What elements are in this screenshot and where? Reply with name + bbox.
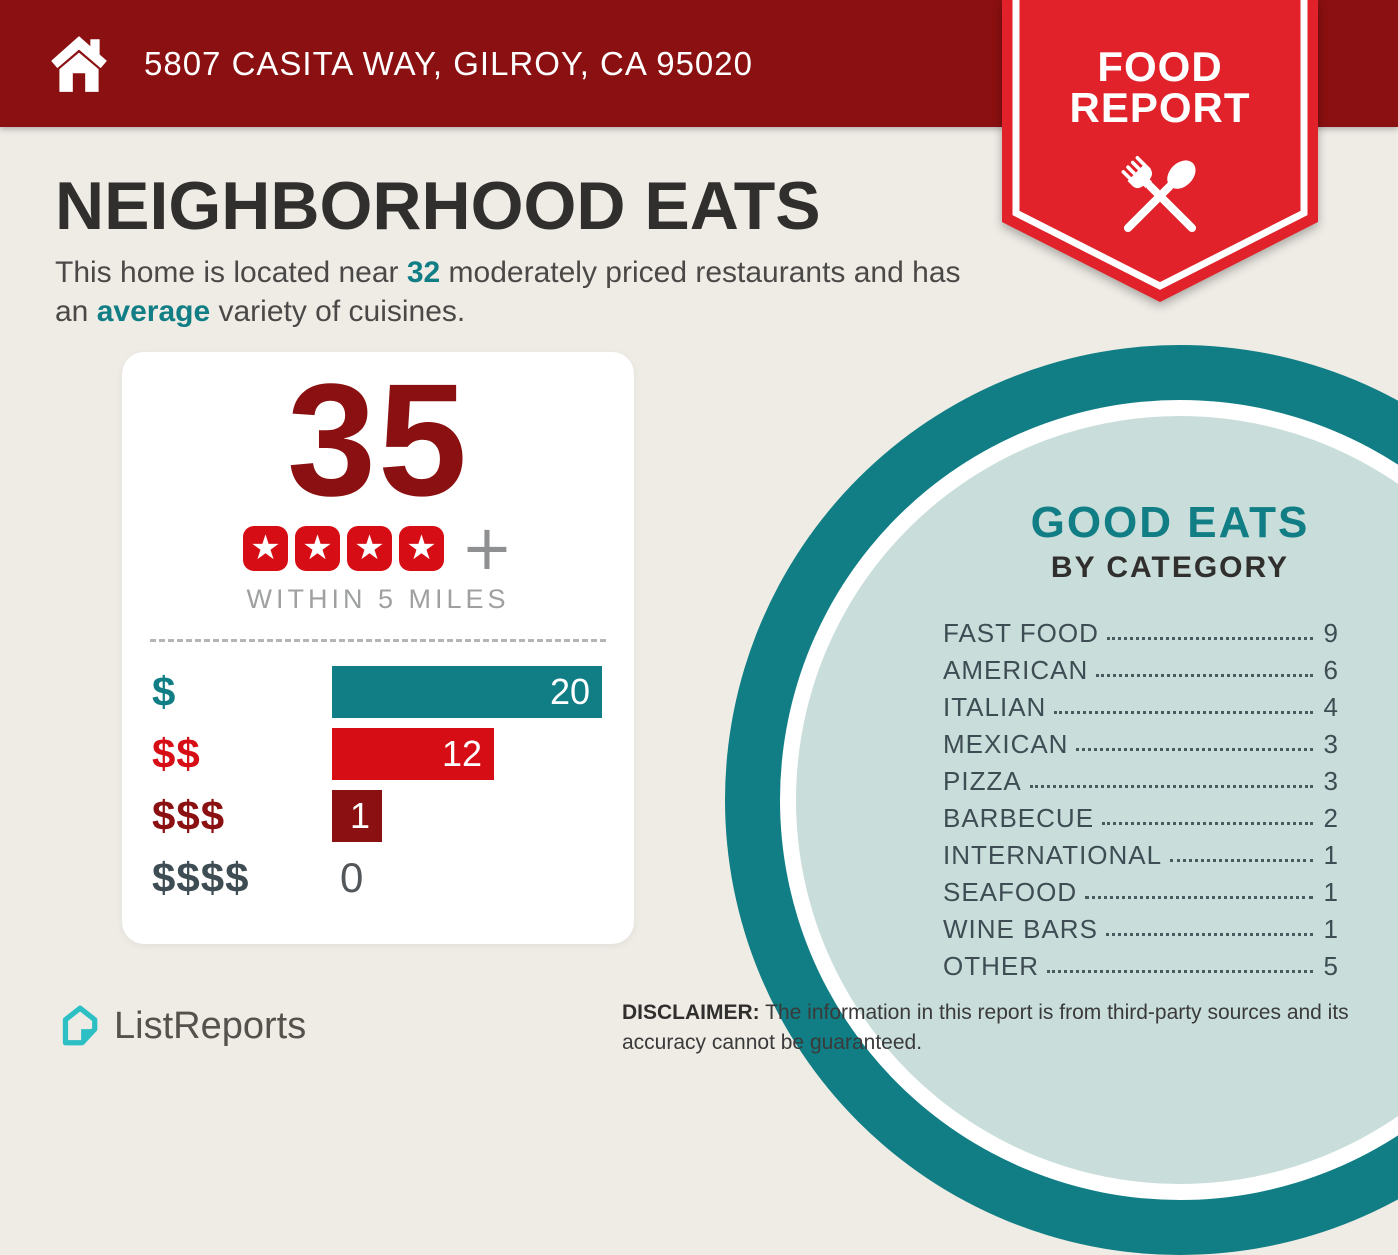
price-tier-label: $$$$ [152,854,250,901]
star-icon: ★ [399,525,445,571]
category-row: ITALIAN 4 [943,692,1339,722]
page-title: NEIGHBORHOOD EATS [55,168,821,244]
category-row: FAST FOOD 9 [943,618,1339,648]
good-eats-subtitle: BY CATEGORY [1050,551,1290,584]
dotted-leader [1029,785,1313,788]
category-row: AMERICAN 6 [943,655,1339,685]
price-tier-row: $ 20 [152,666,604,718]
dotted-leader [1047,970,1313,973]
price-tier-bar: 20 [332,666,602,718]
star-rating: ★ ★ ★ ★ + [122,511,634,585]
good-eats-panel: GOOD EATS BY CATEGORY FAST FOOD 9 AMERICA… [935,498,1398,981]
crossed-spoon-fork-icon [1121,156,1197,233]
variety-highlight: average [96,295,211,328]
price-tier-label: $$ [152,730,201,777]
price-tier-zero-value: 0 [340,854,364,901]
dotted-leader [1105,933,1313,936]
listreports-brand: ListReports [55,1003,306,1049]
price-tier-row: $$$$ 0 [152,852,604,904]
listreports-logo-icon [62,1005,98,1046]
category-row: OTHER 5 [943,951,1339,981]
disclaimer-text: DISCLAIMER: The information in this repo… [622,1001,1349,1054]
dotted-leader [1170,859,1313,862]
home-icon [51,35,107,92]
listreports-brand-name: ListReports [114,1004,307,1047]
restaurant-stats-card: 35 ★ ★ ★ ★ + WITHIN 5 MILES $ 20 $$ 12 $… [122,352,634,944]
price-tier-label: $$$ [152,792,226,839]
category-row: MEXICAN 3 [943,729,1339,759]
dashed-divider [150,639,606,642]
dotted-leader [1085,896,1313,899]
dotted-leader [1096,674,1313,677]
intro-text: This home is located near 32 moderately … [55,256,961,328]
price-tier-bar: 1 [332,790,382,842]
category-row: SEAFOOD 1 [943,877,1339,907]
category-row: BARBECUE 2 [943,803,1339,833]
ribbon-title-line1: FOOD [1097,43,1222,90]
price-tier-row: $$ 12 [152,728,604,780]
radius-label: WITHIN 5 MILES [246,584,510,614]
plus-icon: + [461,511,513,585]
dotted-leader [1054,711,1313,714]
category-list: FAST FOOD 9 AMERICAN 6 ITALIAN 4 MEXICAN 3 P… [943,611,1339,981]
price-tier-bar: 12 [332,728,494,780]
property-address: 5807 CASITA WAY, GILROY, CA 95020 [144,44,753,82]
dotted-leader [1076,748,1313,751]
category-row: INTERNATIONAL 1 [943,840,1339,870]
category-row: PIZZA 3 [943,766,1339,796]
price-tier-chart: $ 20 $$ 12 $$$ 1 $$$$ 0 [122,666,634,904]
star-icon: ★ [243,525,289,571]
star-icon: ★ [295,525,341,571]
dotted-leader [1106,637,1313,640]
dotted-leader [1102,822,1313,825]
good-eats-title: GOOD EATS [1030,498,1310,547]
food-report-ribbon: FOOD REPORT [1002,0,1318,302]
category-row: WINE BARS 1 [943,914,1339,944]
restaurant-count-highlight: 32 [406,256,441,289]
good-eats-circle-fill [796,416,1398,1184]
star-icon: ★ [347,525,393,571]
price-tier-row: $$$ 1 [152,790,604,842]
restaurant-count: 35 [287,350,469,529]
price-tier-label: $ [152,668,177,715]
ribbon-title-line2: REPORT [1069,84,1250,131]
